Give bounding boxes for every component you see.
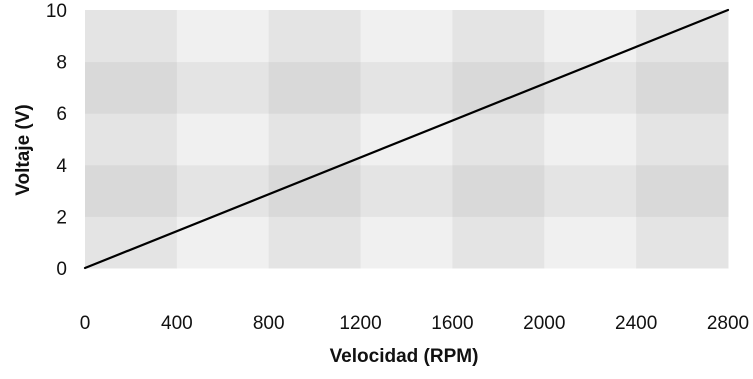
background-cell <box>452 61 545 114</box>
x-tick-label: 800 <box>253 313 285 334</box>
plot-background <box>85 10 729 269</box>
x-tick-label: 400 <box>161 313 193 334</box>
x-tick-labels: 0 400 800 1200 1600 2000 2400 2800 <box>80 313 749 334</box>
x-tick-label: 0 <box>80 313 91 334</box>
background-cell <box>176 216 270 269</box>
x-tick-label: 1600 <box>431 313 473 334</box>
background-cell <box>85 113 178 166</box>
y-tick-label: 6 <box>56 104 67 125</box>
background-cell <box>452 216 545 269</box>
background-cell <box>452 10 545 63</box>
background-cell <box>176 61 270 114</box>
y-tick-labels: 0 2 4 6 8 10 <box>46 1 68 280</box>
series-layer <box>83 8 730 270</box>
y-tick-label: 0 <box>56 259 67 280</box>
y-tick-label: 10 <box>46 1 67 22</box>
background-cell <box>544 61 637 114</box>
background-cell <box>85 216 178 269</box>
background-cell <box>268 113 362 166</box>
background-cell <box>360 216 453 269</box>
x-tick-label: 1200 <box>339 313 381 334</box>
background-cell <box>360 10 453 63</box>
background-cell <box>268 10 362 63</box>
background-cell <box>176 10 270 63</box>
background-cell <box>268 164 362 217</box>
background-cell <box>85 164 178 217</box>
background-cell <box>636 216 729 269</box>
y-axis-label: Voltaje (V) <box>13 104 34 196</box>
background-cell <box>268 216 362 269</box>
background-cell <box>544 164 637 217</box>
x-axis-label: Velocidad (RPM) <box>330 346 479 367</box>
background-cell <box>636 10 729 63</box>
background-cell <box>452 164 545 217</box>
x-tick-label: 2800 <box>707 313 749 334</box>
y-tick-label: 8 <box>56 53 67 74</box>
y-tick-label: 2 <box>56 207 67 228</box>
background-cell <box>85 10 178 63</box>
background-cell <box>268 61 362 114</box>
y-tick-label: 4 <box>56 156 67 177</box>
background-cell <box>452 113 545 166</box>
background-cell <box>544 216 637 269</box>
background-cell <box>176 113 270 166</box>
series-line <box>83 8 730 270</box>
background-cell <box>544 113 637 166</box>
background-cell <box>636 113 729 166</box>
x-tick-label: 2000 <box>523 313 565 334</box>
background-cell <box>636 61 729 114</box>
background-cell <box>176 164 270 217</box>
background-cell <box>360 164 453 217</box>
background-cell <box>636 164 729 217</box>
x-tick-label: 2400 <box>615 313 657 334</box>
background-cell <box>360 61 453 114</box>
background-cell <box>544 10 637 63</box>
background-cell <box>85 61 178 114</box>
